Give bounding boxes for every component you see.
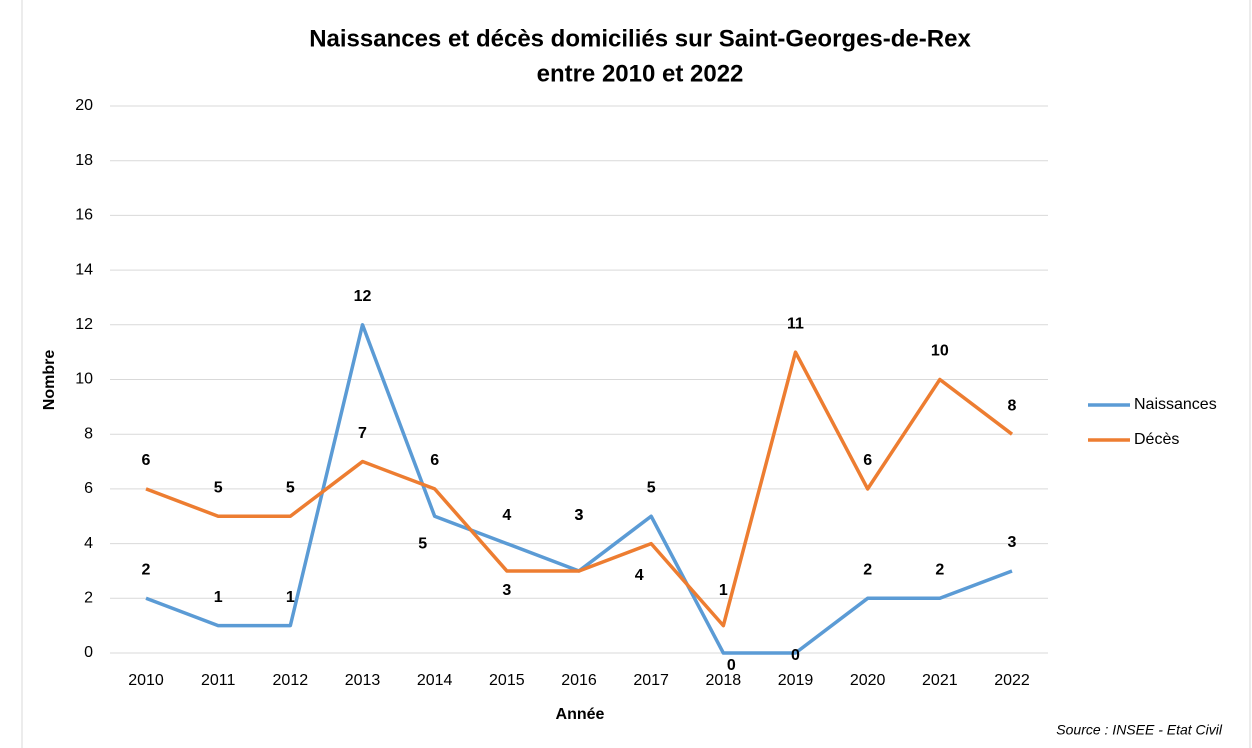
data-label: 3 [1008,534,1017,551]
data-label: 0 [727,657,736,674]
data-label: 2 [863,562,872,579]
data-label: 5 [214,479,223,496]
series-line [145,350,1014,628]
y-tick-label: 16 [75,207,93,224]
x-tick-label: 2021 [922,672,958,689]
x-tick-label: 2018 [706,672,742,689]
data-label: 5 [647,479,656,496]
y-tick-label: 8 [84,425,93,442]
x-tick-label: 2010 [128,672,164,689]
data-label: 2 [142,562,151,579]
data-label: 6 [430,452,439,469]
data-label: 2 [935,562,944,579]
data-label: 4 [502,507,511,524]
y-axis-label: Nombre [41,350,58,411]
x-tick-label: 2017 [633,672,669,689]
chart-border [21,0,1251,748]
x-tick-label: 2016 [561,672,597,689]
x-tick-label: 2019 [778,672,814,689]
data-label: 11 [787,315,804,332]
x-tick-label: 2012 [273,672,309,689]
data-label: 6 [863,452,872,469]
data-label: 4 [635,567,644,584]
data-label: 10 [931,343,949,360]
data-label: 1 [286,589,295,606]
y-tick-label: 4 [84,535,93,552]
data-label: 3 [502,582,511,599]
data-label: 1 [214,589,223,606]
y-tick-label: 12 [75,316,93,333]
x-tick-label: 2015 [489,672,525,689]
y-tick-label: 0 [84,644,93,661]
y-tick-label: 2 [84,590,93,607]
data-label: 8 [1008,397,1017,414]
y-tick-label: 14 [75,261,93,278]
x-axis-label: Année [556,706,605,723]
data-label: 12 [354,288,372,305]
data-label: 0 [791,647,800,664]
x-tick-label: 2013 [345,672,381,689]
data-label: 7 [358,425,367,442]
data-label: 3 [575,507,584,524]
x-tick-label: 2014 [417,672,453,689]
y-tick-label: 18 [75,152,93,169]
x-tick-label: 2022 [994,672,1030,689]
data-label: 5 [418,535,427,552]
x-tick-label: 2011 [201,672,236,689]
y-tick-label: 10 [75,371,93,388]
chart-title: Naissances et décès domiciliés sur Saint… [309,25,971,52]
legend-label: Décès [1134,431,1179,448]
chart-title: entre 2010 et 2022 [537,60,744,87]
legend-label: Naissances [1134,396,1217,413]
y-tick-label: 6 [84,480,93,497]
data-label: 5 [286,479,295,496]
data-label: 1 [719,582,728,599]
x-tick-label: 2020 [850,672,886,689]
data-label: 3 [575,507,584,524]
y-tick-label: 20 [75,97,93,114]
data-label: 6 [142,452,151,469]
source-note: Source : INSEE - Etat Civil [1056,722,1223,738]
